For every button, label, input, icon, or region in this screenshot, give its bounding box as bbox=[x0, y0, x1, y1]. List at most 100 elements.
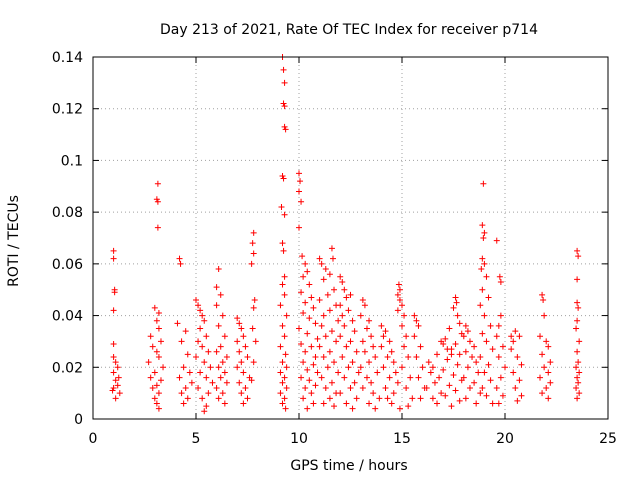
x-tick-label: 25 bbox=[599, 431, 617, 447]
data-point bbox=[250, 359, 257, 366]
data-point bbox=[349, 359, 356, 366]
data-point bbox=[314, 369, 321, 376]
data-point bbox=[353, 348, 360, 355]
x-tick-label: 20 bbox=[496, 431, 514, 447]
data-point bbox=[452, 294, 459, 301]
data-point bbox=[339, 353, 346, 360]
data-point bbox=[223, 379, 230, 386]
data-point bbox=[298, 341, 305, 348]
data-point bbox=[351, 379, 358, 386]
data-point bbox=[382, 328, 389, 335]
data-point bbox=[217, 374, 224, 381]
data-point bbox=[250, 304, 257, 311]
data-point bbox=[417, 395, 424, 402]
data-point bbox=[452, 387, 459, 394]
data-point bbox=[353, 395, 360, 402]
data-point bbox=[282, 126, 289, 133]
data-point bbox=[448, 351, 455, 358]
data-point bbox=[193, 297, 199, 304]
data-point bbox=[240, 400, 247, 407]
data-point bbox=[279, 379, 286, 386]
data-point bbox=[378, 343, 385, 350]
data-point bbox=[203, 333, 210, 340]
y-tick-label: 0.1 bbox=[61, 153, 83, 169]
data-point bbox=[298, 198, 305, 205]
y-tick-label: 0.12 bbox=[52, 102, 83, 118]
data-point bbox=[213, 348, 220, 355]
data-point bbox=[215, 266, 222, 273]
data-point bbox=[372, 353, 379, 360]
data-point bbox=[238, 390, 245, 397]
data-point bbox=[345, 364, 352, 371]
data-point bbox=[370, 390, 377, 397]
data-point bbox=[182, 328, 189, 335]
data-point bbox=[110, 384, 117, 391]
data-point bbox=[312, 382, 319, 389]
x-axis-label: GPS time / hours bbox=[290, 458, 407, 474]
data-point bbox=[201, 408, 208, 415]
data-point bbox=[545, 395, 552, 402]
data-point bbox=[390, 359, 397, 366]
data-point bbox=[326, 395, 333, 402]
data-point bbox=[110, 307, 117, 314]
data-point bbox=[493, 384, 500, 391]
data-point bbox=[343, 343, 350, 350]
data-point bbox=[279, 400, 286, 407]
data-point bbox=[395, 281, 402, 288]
data-point bbox=[205, 348, 212, 355]
data-point bbox=[456, 351, 463, 358]
data-point bbox=[399, 322, 405, 329]
data-point bbox=[279, 240, 286, 247]
data-point bbox=[238, 359, 245, 366]
data-point bbox=[366, 359, 373, 366]
data-point bbox=[495, 353, 502, 360]
data-point bbox=[283, 384, 290, 391]
data-point bbox=[508, 333, 515, 340]
data-point bbox=[343, 294, 350, 301]
data-point bbox=[234, 338, 241, 345]
data-point bbox=[462, 322, 469, 329]
data-point bbox=[497, 312, 504, 319]
data-point bbox=[296, 170, 302, 177]
data-point bbox=[448, 346, 455, 353]
data-point bbox=[347, 291, 354, 298]
data-point bbox=[316, 297, 323, 304]
data-point bbox=[464, 328, 471, 335]
data-point bbox=[249, 325, 256, 332]
data-point bbox=[574, 395, 581, 402]
data-point bbox=[297, 178, 304, 185]
data-point bbox=[355, 369, 362, 376]
data-point bbox=[238, 325, 245, 332]
data-point bbox=[112, 377, 119, 384]
data-point bbox=[380, 364, 387, 371]
data-point bbox=[151, 395, 158, 402]
data-point bbox=[495, 400, 502, 407]
data-point bbox=[357, 312, 364, 319]
data-point bbox=[409, 395, 416, 402]
data-point bbox=[326, 348, 333, 355]
data-point bbox=[177, 260, 184, 267]
x-tick-label: 0 bbox=[89, 431, 98, 447]
data-point bbox=[174, 320, 181, 327]
data-point bbox=[242, 343, 249, 350]
chart-title: Day 213 of 2021, Rate Of TEC Index for r… bbox=[160, 22, 538, 38]
data-point bbox=[279, 281, 286, 288]
data-point bbox=[328, 379, 335, 386]
data-point bbox=[405, 403, 412, 410]
data-point bbox=[573, 364, 580, 371]
data-point bbox=[154, 224, 161, 231]
data-point bbox=[306, 315, 313, 322]
data-point bbox=[197, 369, 204, 376]
data-point bbox=[316, 343, 323, 350]
data-point bbox=[576, 338, 583, 345]
data-point bbox=[390, 390, 397, 397]
data-point bbox=[302, 299, 309, 306]
data-point bbox=[236, 348, 243, 355]
data-point bbox=[329, 255, 336, 262]
data-point bbox=[240, 333, 247, 340]
data-point bbox=[378, 322, 385, 329]
data-point bbox=[423, 384, 430, 391]
data-point bbox=[151, 369, 158, 376]
data-point bbox=[425, 359, 432, 366]
data-point bbox=[487, 377, 494, 384]
